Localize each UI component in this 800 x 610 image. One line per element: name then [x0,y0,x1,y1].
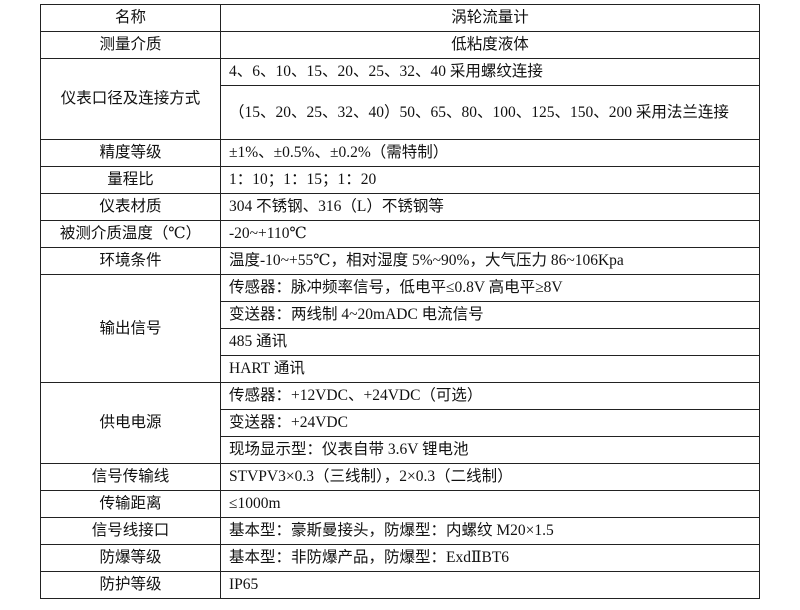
spec-label: 量程比 [40,166,221,194]
spec-value: HART 通讯 [220,355,760,383]
table-row: 被测介质温度（℃） -20~+110℃ [40,220,760,248]
spec-label: 名称 [40,4,221,32]
spec-value: 485 通讯 [220,328,760,356]
spec-value: ≤1000m [220,490,760,518]
table-row: 供电电源 传感器：+12VDC、+24VDC（可选） [40,382,760,464]
spec-label: 测量介质 [40,31,221,59]
table-row: 量程比 1：10；1：15；1：20 [40,166,760,194]
spec-value: 传感器：+12VDC、+24VDC（可选） [220,382,760,410]
spec-value: IP65 [220,571,760,599]
table-row: 信号线接口 基本型：豪斯曼接头，防爆型：内螺纹 M20×1.5 [40,517,760,545]
table-row: 输出信号 传感器：脉冲频率信号，低电平≤0.8V 高电平≥8V [40,274,760,383]
spec-value: 304 不锈钢、316（L）不锈钢等 [220,193,760,221]
spec-value: 基本型：豪斯曼接头，防爆型：内螺纹 M20×1.5 [220,517,760,545]
spec-value: 基本型：非防爆产品，防爆型：ExdⅡBT6 [220,544,760,572]
spec-label: 输出信号 [40,274,221,383]
spec-value: 涡轮流量计 [220,4,760,32]
table-row: HART 通讯 [41,355,760,383]
spec-table: 名称 涡轮流量计 测量介质 低粘度液体 仪表口径及连接方式 4、6、10、15、20、25… [40,4,760,599]
table-row: （15、20、25、32、40）50、65、80、100、125、150、200… [41,85,760,140]
table-row: 传输距离 ≤1000m [40,490,760,518]
spec-label: 供电电源 [40,382,221,464]
spec-value: 温度-10~+55℃，相对湿度 5%~90%，大气压力 86~106Kpa [220,247,760,275]
spec-value: ±1%、±0.5%、±0.2%（需特制） [220,139,760,167]
spec-value: （15、20、25、32、40）50、65、80、100、125、150、200… [220,85,760,140]
table-row: 防爆等级 基本型：非防爆产品，防爆型：ExdⅡBT6 [40,544,760,572]
spec-label: 被测介质温度（℃） [40,220,221,248]
spec-value: 低粘度液体 [220,31,760,59]
table-row: 环境条件 温度-10~+55℃，相对湿度 5%~90%，大气压力 86~106Kp… [40,247,760,275]
spec-value: 变送器：+24VDC [220,409,760,437]
spec-label: 传输距离 [40,490,221,518]
table-row: 现场显示型：仪表自带 3.6V 锂电池 [41,436,760,464]
spec-value: STVPV3×0.3（三线制），2×0.3（二线制） [220,463,760,491]
table-row: 防护等级 IP65 [40,571,760,599]
spec-label: 精度等级 [40,139,221,167]
spec-label: 信号传输线 [40,463,221,491]
spec-value: -20~+110℃ [220,220,760,248]
spec-label: 仪表材质 [40,193,221,221]
spec-value: 1：10；1：15；1：20 [220,166,760,194]
spec-label: 环境条件 [40,247,221,275]
spec-value: 变送器：两线制 4~20mADC 电流信号 [220,301,760,329]
table-row: 信号传输线 STVPV3×0.3（三线制），2×0.3（二线制） [40,463,760,491]
spec-label: 信号线接口 [40,517,221,545]
spec-label: 仪表口径及连接方式 [40,58,221,140]
table-row: 测量介质 低粘度液体 [40,31,760,59]
table-row: 名称 涡轮流量计 [40,4,760,32]
spec-label: 防护等级 [40,571,221,599]
spec-value: 4、6、10、15、20、25、32、40 采用螺纹连接 [220,58,760,86]
table-row: 精度等级 ±1%、±0.5%、±0.2%（需特制） [40,139,760,167]
spec-label: 防爆等级 [40,544,221,572]
table-row: 仪表口径及连接方式 4、6、10、15、20、25、32、40 采用螺纹连接 [40,58,760,140]
table-row: 仪表材质 304 不锈钢、316（L）不锈钢等 [40,193,760,221]
table-row: 变送器：两线制 4~20mADC 电流信号 [41,301,760,329]
spec-value: 现场显示型：仪表自带 3.6V 锂电池 [220,436,760,464]
spec-value: 传感器：脉冲频率信号，低电平≤0.8V 高电平≥8V [220,274,760,302]
